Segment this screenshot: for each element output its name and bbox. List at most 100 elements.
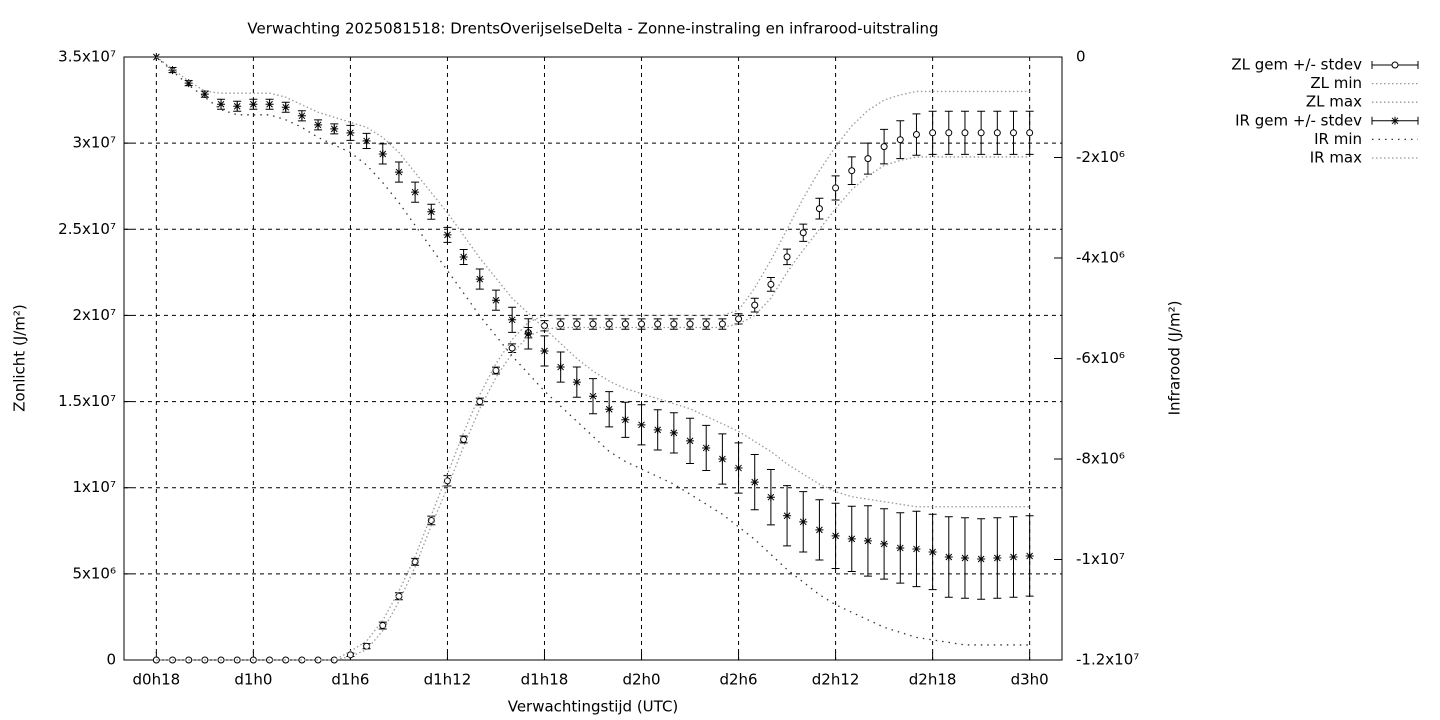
point (751, 301, 759, 309)
y-tick-label: 5x10⁶ (72, 564, 116, 582)
y2-tick-label: -8x10⁶ (1076, 450, 1125, 468)
point (492, 367, 500, 375)
point (783, 253, 791, 261)
point (961, 129, 969, 137)
point (557, 320, 565, 328)
x-axis-label: Verwachtingstijd (UTC) (508, 698, 679, 716)
y-tick-label: 1x10⁷ (72, 478, 116, 496)
point (1026, 129, 1034, 137)
point (281, 103, 290, 112)
point (783, 511, 792, 520)
legend-label: IR max (1310, 149, 1362, 167)
point (556, 363, 565, 372)
point (589, 320, 597, 328)
point (880, 539, 889, 548)
point (1009, 552, 1018, 561)
x-tick-label: d2h6 (719, 671, 757, 689)
point (540, 346, 549, 355)
point (637, 420, 646, 429)
point (362, 136, 371, 145)
point (977, 554, 986, 563)
point (928, 547, 937, 556)
point (411, 558, 419, 566)
y2-tick-label: -6x10⁶ (1076, 349, 1125, 367)
legend-label: IR gem +/- stdev (1235, 111, 1362, 129)
x-tick-label: d1h18 (521, 671, 569, 689)
point (831, 531, 840, 540)
y2-tick-label: -1.2x10⁷ (1076, 651, 1139, 669)
point (314, 656, 322, 664)
point (735, 315, 743, 323)
x-tick-label: d2h0 (622, 671, 660, 689)
point (702, 320, 710, 328)
point (475, 275, 484, 284)
point (654, 320, 662, 328)
x-tick-label: d1h0 (234, 671, 272, 689)
point (799, 229, 807, 237)
y-axis-label: Zonlicht (J/m²) (11, 304, 29, 412)
point (378, 149, 387, 158)
point (443, 230, 452, 239)
point (638, 320, 646, 328)
point (815, 205, 823, 213)
point (524, 329, 533, 338)
point (363, 642, 371, 650)
point (896, 136, 904, 144)
x-tick-label: d1h12 (424, 671, 472, 689)
point (621, 320, 629, 328)
point (653, 425, 662, 434)
point (330, 656, 338, 664)
line (155, 56, 1030, 508)
point (605, 405, 614, 414)
legend-marker (1391, 116, 1399, 125)
point (508, 315, 517, 324)
point (669, 428, 678, 437)
point (670, 320, 678, 328)
point (330, 124, 339, 133)
point (767, 280, 775, 288)
point (200, 90, 209, 99)
point (977, 129, 985, 137)
point (265, 100, 274, 109)
y2-tick-label: 0 (1076, 48, 1086, 66)
point (702, 443, 711, 452)
point (314, 120, 323, 129)
line (156, 90, 1030, 661)
point (459, 252, 468, 261)
legend-label: ZL min (1310, 74, 1362, 92)
point (929, 129, 937, 137)
y-tick-label: 1.5x10⁷ (58, 392, 116, 410)
point (297, 111, 306, 120)
point (718, 320, 726, 328)
point (621, 415, 630, 424)
point (815, 525, 824, 534)
point (847, 534, 856, 543)
point (832, 184, 840, 192)
point (427, 207, 436, 216)
point (880, 143, 888, 151)
point (411, 188, 420, 197)
point (573, 320, 581, 328)
y-tick-label: 0 (106, 651, 116, 669)
point (605, 320, 613, 328)
point (912, 131, 920, 139)
x-tick-label: d1h6 (331, 671, 369, 689)
y-tick-label: 3x10⁷ (72, 134, 116, 152)
legend-label: IR min (1314, 130, 1362, 148)
y2-tick-label: -4x10⁶ (1076, 249, 1125, 267)
point (395, 592, 403, 600)
point (799, 517, 808, 526)
x-tick-label: d0h18 (133, 671, 181, 689)
y2-axis-label: Infrarood (J/m²) (1166, 301, 1184, 416)
point (896, 543, 905, 552)
point (912, 544, 921, 553)
legend-label: ZL max (1306, 93, 1362, 111)
point (1009, 129, 1017, 137)
x-tick-label: d2h12 (812, 671, 860, 689)
point (217, 100, 226, 109)
point (491, 296, 500, 305)
y-tick-label: 3.5x10⁷ (58, 48, 116, 66)
y2-tick-label: -2x10⁶ (1076, 148, 1125, 166)
point (945, 129, 953, 137)
